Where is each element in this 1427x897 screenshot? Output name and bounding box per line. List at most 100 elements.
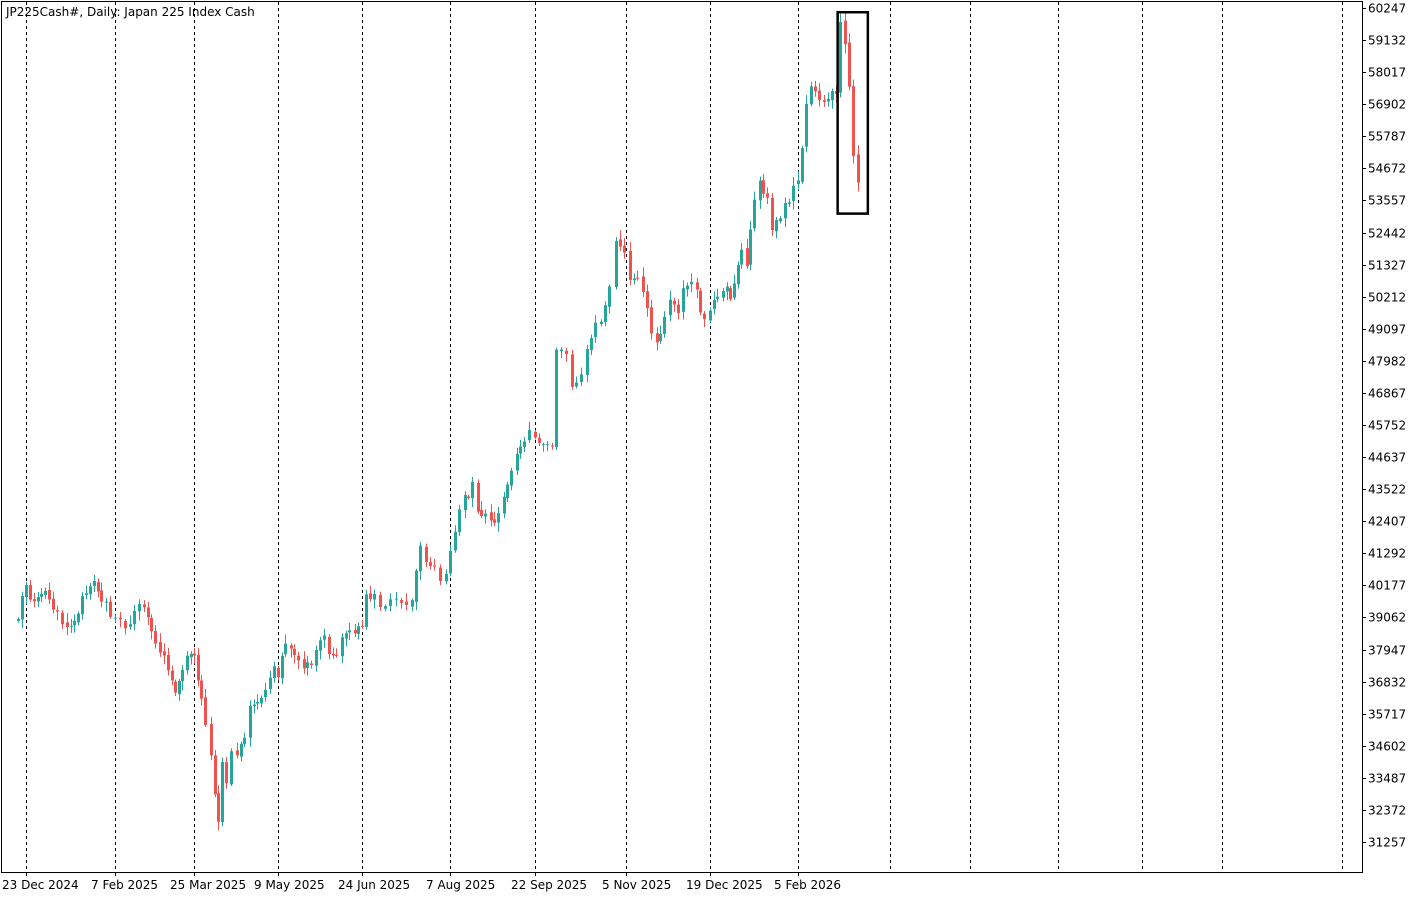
candle-body-127	[565, 350, 568, 354]
candle-body-165	[737, 265, 740, 285]
candle-body-43	[193, 653, 196, 656]
y-tick-label-26: 31257	[1368, 836, 1406, 850]
candle-body-89	[389, 599, 392, 606]
candle-body-144	[646, 291, 649, 309]
candle-body-18	[89, 586, 92, 595]
candle-body-51	[225, 762, 228, 784]
candle-body-192	[852, 86, 855, 157]
y-tick-label-17: 41292	[1368, 547, 1406, 561]
candle-body-118	[523, 441, 526, 447]
candle-body-101	[449, 550, 452, 574]
candle-body-83	[361, 626, 364, 628]
candle-body-62	[273, 666, 276, 679]
candle-body-155	[696, 282, 699, 290]
x-tick-label-8: 19 Dec 2025	[686, 878, 763, 892]
candle-body-141	[633, 278, 636, 281]
candle-body-100	[445, 573, 448, 582]
candle-body-102	[454, 531, 457, 551]
candle-body-154	[690, 281, 693, 285]
candle-body-179	[797, 180, 800, 185]
candle-body-157	[703, 313, 706, 320]
y-tick-label-4: 55787	[1368, 130, 1406, 144]
candle-body-32	[150, 617, 153, 632]
candle-body-181	[805, 103, 808, 147]
candle-body-106	[471, 481, 474, 499]
candle-body-6	[40, 593, 43, 597]
candle-body-84	[365, 594, 368, 627]
candle-body-4	[33, 599, 36, 602]
candle-body-186	[827, 98, 830, 102]
candle-body-128	[571, 354, 574, 387]
candle-body-22	[105, 601, 108, 603]
x-tick-label-1: 7 Feb 2025	[91, 878, 158, 892]
x-tick-label-0: 23 Dec 2024	[2, 878, 79, 892]
candle-body-33	[154, 631, 157, 644]
candle-body-122	[542, 444, 545, 446]
candle-body-2	[25, 584, 28, 598]
y-tick-label-1: 59132	[1368, 34, 1406, 48]
candle-body-57	[253, 704, 256, 707]
candle-body-171	[762, 180, 765, 194]
candle-body-63	[277, 667, 280, 678]
y-tick-label-12: 46867	[1368, 387, 1406, 401]
candle-body-36	[167, 654, 170, 671]
candle-body-142	[636, 277, 639, 279]
candle-body-167	[746, 248, 749, 267]
candle-body-166	[740, 249, 743, 265]
candle-body-104	[464, 495, 467, 511]
candle-body-126	[560, 349, 563, 352]
candle-body-92	[405, 601, 408, 605]
candle-body-130	[580, 374, 583, 382]
candle-body-77	[335, 654, 338, 656]
candle-body-52	[230, 751, 233, 785]
candle-body-191	[848, 42, 851, 87]
x-tick-label-7: 5 Nov 2025	[602, 878, 671, 892]
candle-body-107	[477, 482, 480, 512]
candle-body-159	[713, 300, 716, 309]
y-tick-label-20: 37947	[1368, 644, 1406, 658]
candle-body-190	[844, 20, 847, 45]
candle-body-85	[369, 593, 372, 600]
candle-body-30	[143, 604, 146, 608]
candle-body-108	[480, 509, 483, 516]
candle-body-161	[722, 290, 725, 298]
candle-body-117	[519, 446, 522, 454]
candle-body-49	[217, 793, 220, 822]
y-tick-label-18: 40177	[1368, 579, 1406, 593]
candle-body-149	[669, 299, 672, 316]
y-tick-label-8: 51327	[1368, 259, 1406, 273]
candle-body-59	[260, 697, 263, 704]
candle-body-23	[109, 601, 112, 617]
candle-body-182	[810, 86, 813, 105]
candle-body-25	[119, 617, 122, 620]
candle-body-162	[726, 286, 729, 292]
candle-body-64	[281, 655, 284, 679]
candle-body-53	[236, 750, 239, 756]
candle-body-150	[673, 300, 676, 305]
candle-body-193	[857, 154, 860, 183]
candle-body-99	[439, 567, 442, 582]
candle-body-55	[243, 737, 246, 744]
candle-body-50	[221, 762, 224, 823]
candle-body-0	[17, 618, 20, 621]
candle-body-147	[659, 334, 662, 342]
candle-body-185	[823, 100, 826, 102]
candle-body-115	[510, 470, 513, 486]
candle-body-82	[357, 626, 360, 634]
candle-body-184	[818, 90, 821, 101]
candle-body-136	[608, 286, 611, 307]
candle-body-139	[623, 245, 626, 253]
candle-body-29	[138, 603, 141, 612]
candle-body-26	[124, 620, 127, 629]
candle-body-173	[771, 197, 774, 231]
candle-body-98	[433, 565, 436, 567]
candle-body-116	[516, 453, 519, 471]
x-tick-label-2: 25 Mar 2025	[170, 878, 246, 892]
candle-body-105	[467, 496, 470, 498]
candle-body-170	[759, 180, 762, 201]
candle-body-41	[186, 655, 189, 671]
y-tick-label-9: 50212	[1368, 291, 1406, 305]
candle-body-132	[590, 338, 593, 351]
y-tick-label-2: 58017	[1368, 66, 1406, 80]
